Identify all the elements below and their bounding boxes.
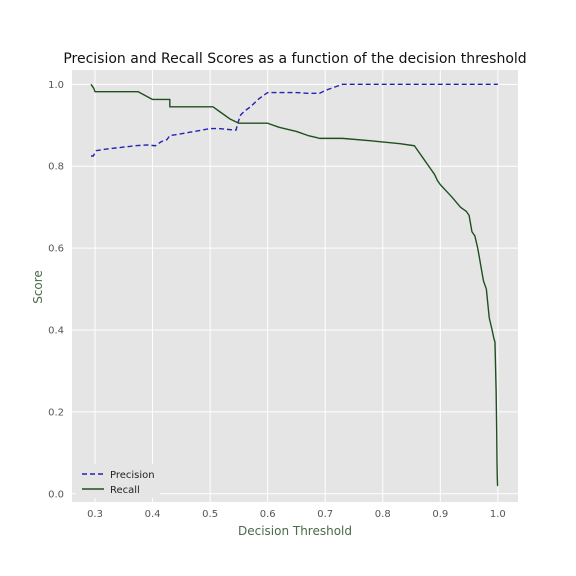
x-tick-label: 0.3 <box>87 509 103 520</box>
legend-box <box>76 464 160 498</box>
x-tick-label: 0.6 <box>260 509 276 520</box>
legend-label-precision: Precision <box>110 470 155 481</box>
y-tick-labels: 0.0 0.2 0.4 0.6 0.8 1.0 <box>48 80 64 500</box>
series-layer <box>90 83 499 487</box>
plot-area <box>72 70 518 502</box>
x-tick-label: 1.0 <box>490 509 506 520</box>
y-tick-label: 0.2 <box>48 407 64 418</box>
y-tick-label: 0.6 <box>48 244 64 255</box>
series-line-recall <box>90 83 499 487</box>
x-tick-label: 0.9 <box>432 509 448 520</box>
y-grid <box>72 83 518 495</box>
y-tick-label: 0.8 <box>48 162 64 173</box>
x-tick-label: 0.4 <box>145 509 161 520</box>
y-tick-label: 0.4 <box>48 326 64 337</box>
y-tick-label: 0.0 <box>48 489 64 500</box>
x-tick-label: 0.8 <box>375 509 391 520</box>
x-axis-label: Decision Threshold <box>238 524 352 538</box>
y-axis-label: Score <box>31 270 45 304</box>
x-tick-label: 0.7 <box>317 509 333 520</box>
legend-label-recall: Recall <box>110 485 140 496</box>
x-tick-label: 0.5 <box>202 509 218 520</box>
y-tick-label: 1.0 <box>48 80 64 91</box>
x-tick-labels: 0.3 0.4 0.5 0.6 0.7 0.8 0.9 1.0 <box>87 509 506 520</box>
chart-title: Precision and Recall Scores as a functio… <box>63 51 526 67</box>
legend: Precision Recall <box>76 464 160 498</box>
series-line-precision <box>90 83 498 157</box>
